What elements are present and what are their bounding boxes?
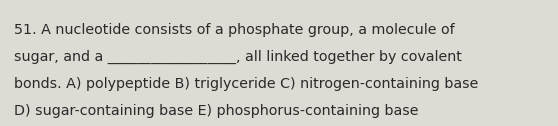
Text: bonds. A) polypeptide B) triglyceride C) nitrogen-containing base: bonds. A) polypeptide B) triglyceride C)… [14, 77, 478, 91]
Text: 51. A nucleotide consists of a phosphate group, a molecule of: 51. A nucleotide consists of a phosphate… [14, 23, 455, 37]
Text: sugar, and a __________________, all linked together by covalent: sugar, and a __________________, all lin… [14, 50, 462, 64]
Text: D) sugar-containing base E) phosphorus-containing base: D) sugar-containing base E) phosphorus-c… [14, 104, 418, 118]
